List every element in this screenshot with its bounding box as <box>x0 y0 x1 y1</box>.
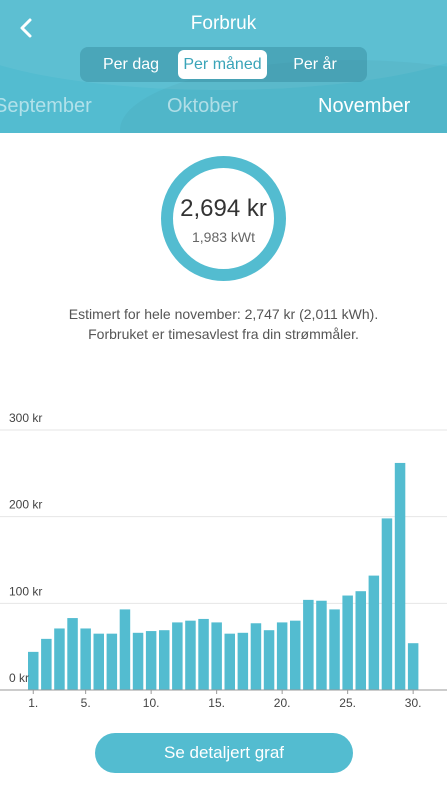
bar-day-13[interactable] <box>185 620 196 690</box>
bar-day-17[interactable] <box>237 632 249 690</box>
x-tick-label: 5. <box>81 696 91 710</box>
bar-day-15[interactable] <box>211 622 222 690</box>
estimate-info: Estimert for hele november: 2,747 kr (2,… <box>0 304 447 344</box>
bar-day-23[interactable] <box>316 600 327 690</box>
x-tick-label: 1. <box>28 696 38 710</box>
source-text: Forbruket er timesavlest fra din strømmå… <box>88 326 359 342</box>
header: Forbruk Per dag Per måned Per år Septemb… <box>0 0 447 133</box>
page-title: Forbruk <box>190 13 257 34</box>
bar-day-28[interactable] <box>381 518 393 690</box>
tab-per-maned[interactable]: Per måned <box>178 50 267 79</box>
x-tick-label: 15. <box>208 696 225 710</box>
bar-day-20[interactable] <box>276 622 288 690</box>
y-tick-label: 0 kr <box>9 671 29 685</box>
bar-day-1[interactable] <box>28 651 39 690</box>
bar-day-27[interactable] <box>368 575 380 690</box>
bar-day-6[interactable] <box>93 633 105 690</box>
chevron-left-icon <box>20 18 32 38</box>
bar-day-2[interactable] <box>41 638 52 690</box>
total-amount: 2,694 kr <box>180 195 267 222</box>
bar-day-4[interactable] <box>67 618 78 690</box>
bar-day-7[interactable] <box>106 633 118 690</box>
bar-day-19[interactable] <box>263 630 275 690</box>
month-september[interactable]: September <box>0 95 92 117</box>
daily-cost-chart: 0 kr 100 kr 200 kr 300 kr 1. 5. 10. 15. 20. 25. 30… <box>0 411 447 710</box>
bar-day-12[interactable] <box>172 622 183 690</box>
bar-day-29[interactable] <box>394 462 406 690</box>
bar-day-9[interactable] <box>132 632 144 690</box>
bar-day-21[interactable] <box>290 620 301 690</box>
total-energy: 1,983 kWt <box>191 229 256 245</box>
y-tick-label: 300 kr <box>9 411 42 425</box>
back-button[interactable] <box>12 14 40 42</box>
x-tick-label: 30. <box>405 696 422 710</box>
bar-day-22[interactable] <box>303 599 314 690</box>
bar-day-5[interactable] <box>80 628 91 690</box>
bar-day-25[interactable] <box>342 595 353 690</box>
bar-day-30[interactable] <box>407 643 419 690</box>
bar-day-24[interactable] <box>329 609 340 690</box>
tab-per-dag[interactable]: Per dag <box>102 56 160 73</box>
bar-day-8[interactable] <box>119 609 131 690</box>
bar-day-3[interactable] <box>54 628 65 690</box>
bar-day-14[interactable] <box>198 618 209 690</box>
estimate-text: Estimert for hele november: 2,747 kr (2,… <box>68 306 379 322</box>
y-tick-label: 200 kr <box>9 498 42 512</box>
x-tick-label: 10. <box>143 696 160 710</box>
bar-day-16[interactable] <box>224 633 236 690</box>
tab-per-ar[interactable]: Per år <box>293 56 337 73</box>
bar-day-18[interactable] <box>250 623 262 690</box>
detailed-graph-button[interactable]: Se detaljert graf <box>95 733 353 773</box>
x-tick-label: 25. <box>339 696 356 710</box>
bar-day-11[interactable] <box>159 630 170 690</box>
x-tick-label: 20. <box>274 696 291 710</box>
bar-day-10[interactable] <box>145 631 157 690</box>
period-segmented-control: Per dag Per måned Per år <box>80 47 367 82</box>
month-november[interactable]: November <box>318 95 411 117</box>
y-tick-label: 100 kr <box>9 584 42 598</box>
bar-day-26[interactable] <box>355 591 367 690</box>
month-oktober[interactable]: Oktober <box>167 95 239 117</box>
